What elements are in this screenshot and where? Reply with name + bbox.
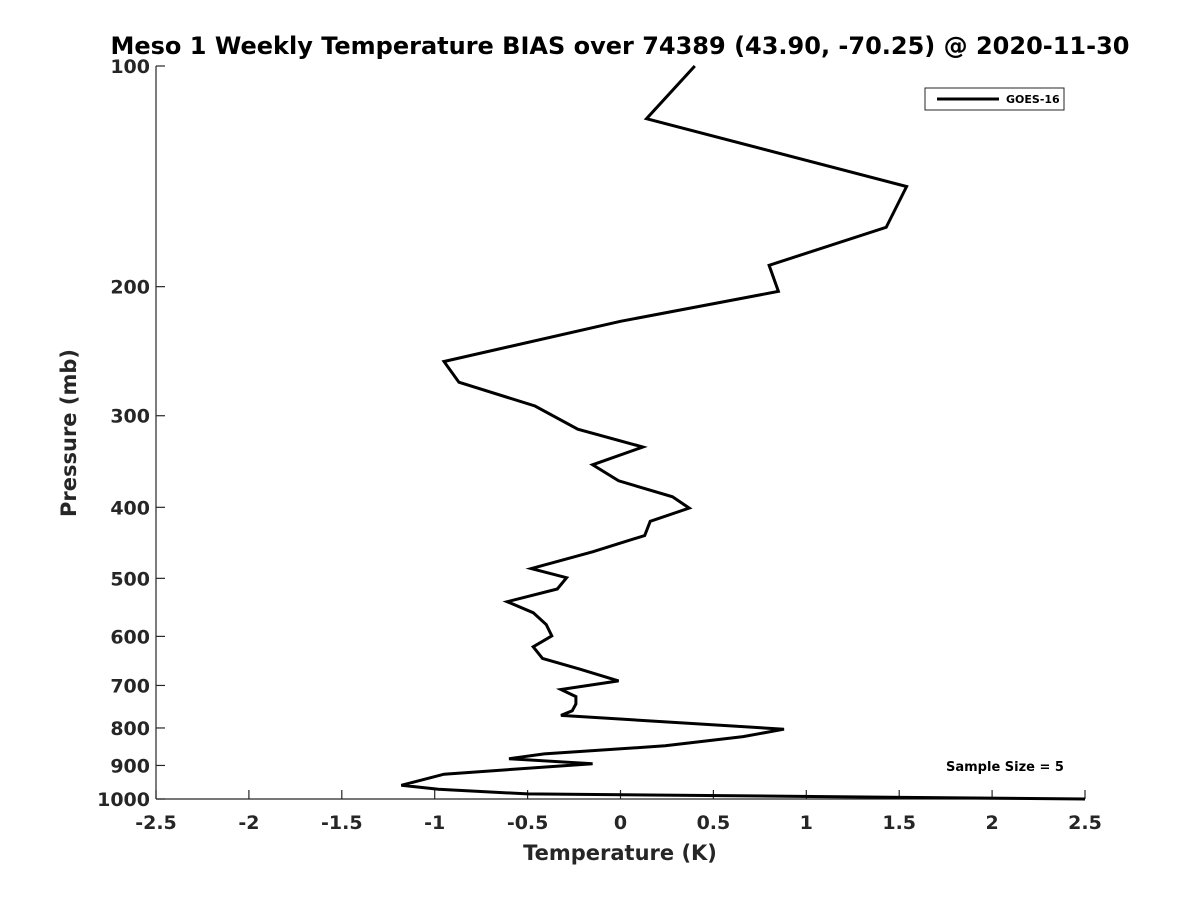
x-tick-label: -1 [424, 812, 445, 834]
x-tick-label: -2 [238, 812, 259, 834]
y-tick-label: 700 [110, 675, 150, 697]
chart-title: Meso 1 Weekly Temperature BIAS over 7438… [110, 32, 1129, 60]
x-tick-label: -0.5 [507, 812, 549, 834]
sample-size-annotation: Sample Size = 5 [946, 760, 1064, 775]
x-axis-label: Temperature (K) [523, 841, 717, 865]
y-tick-label: 400 [110, 497, 150, 519]
y-tick-label: 200 [110, 277, 150, 299]
x-tick-label: 2 [985, 812, 998, 834]
x-tick-label: 0 [614, 812, 627, 834]
x-tick-label: 0.5 [697, 812, 731, 834]
y-tick-label: 300 [110, 406, 150, 428]
series-line-goes-16 [400, 64, 1086, 801]
legend-label-goes-16: GOES-16 [1006, 93, 1060, 106]
y-tick-label: 900 [110, 755, 150, 777]
x-tick-label: 1.5 [882, 812, 916, 834]
x-tick-label: 1 [800, 812, 813, 834]
x-tick-label: 2.5 [1068, 812, 1102, 834]
axes [155, 65, 1086, 800]
y-tick-label: 500 [110, 568, 150, 590]
x-tick-label: -1.5 [321, 812, 363, 834]
x-tick-label: -2.5 [135, 812, 177, 834]
legend: GOES-16 [924, 87, 1065, 111]
tick-labels: -2.5 -2 -1.5 -1 -0.5 0 0.5 1 1.5 2 2.5 100 200 300 400… [97, 56, 1102, 834]
y-tick-label: 100 [110, 56, 150, 78]
series-layer [400, 64, 1086, 801]
y-tick-label: 1000 [97, 789, 150, 811]
y-axis-label: Pressure (mb) [57, 349, 81, 517]
y-tick-label: 800 [110, 718, 150, 740]
y-tick-label: 600 [110, 626, 150, 648]
